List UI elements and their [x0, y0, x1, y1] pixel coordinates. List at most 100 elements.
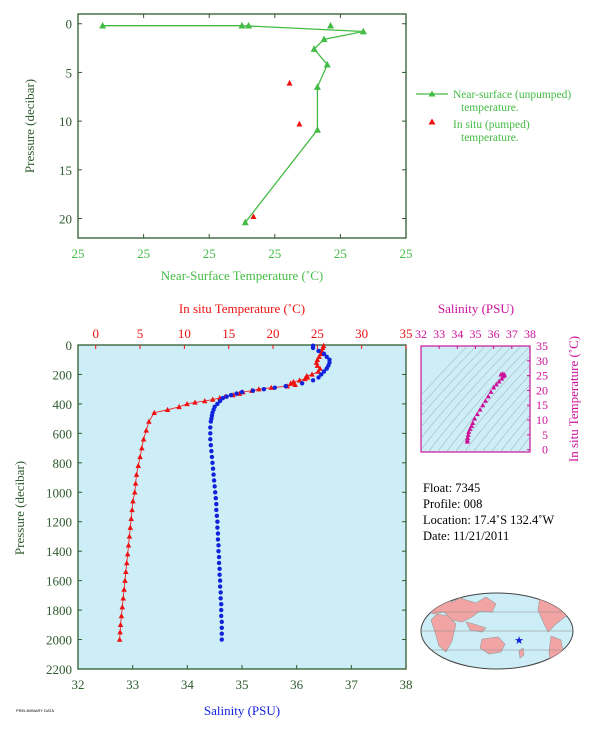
map-africa — [430, 613, 457, 653]
temperature-point — [135, 462, 142, 468]
near-surface-point — [359, 27, 367, 35]
ts-point — [482, 398, 488, 403]
density-contour — [421, 346, 477, 407]
in-situ-point — [250, 213, 257, 220]
temperature-point — [128, 515, 134, 522]
salinity-tick-label: 33 — [126, 677, 139, 692]
float-location-marker: ★ — [514, 635, 524, 647]
ts-x-tick-label: 35 — [470, 327, 482, 341]
ts-point — [498, 371, 504, 377]
float-id-text: Float: 7345 — [423, 481, 481, 495]
top-legend: Near-surface (unpumped) temperature. In … — [416, 89, 571, 144]
ts-y-tick-label: 5 — [542, 428, 548, 442]
map-south-america — [548, 635, 564, 667]
temperature-point — [132, 480, 139, 486]
temperature-point — [209, 396, 216, 402]
salinity-point — [310, 345, 316, 351]
ts-series-group — [464, 371, 508, 444]
density-contour — [518, 436, 530, 452]
temperature-point — [143, 427, 150, 433]
salinity-point — [219, 619, 224, 625]
ts-point — [491, 384, 497, 390]
density-contour — [421, 346, 486, 417]
salinity-point — [215, 537, 221, 542]
top-axis-ticks: 25 25 25 25 25 25 0 5 10 15 20 — [59, 14, 413, 261]
salinity-point — [218, 596, 223, 601]
salinity-point — [217, 572, 222, 577]
ts-point — [466, 429, 472, 434]
temperature-point — [192, 399, 198, 405]
near-surface-point — [327, 21, 335, 29]
ts-point — [488, 389, 494, 394]
temperature-point — [122, 577, 128, 583]
salinity-tick-label: 38 — [400, 677, 413, 692]
salinity-point — [216, 548, 221, 554]
top-x-tick-label: 25 — [334, 246, 347, 261]
ts-point — [493, 381, 499, 387]
svg-text:temperature.: temperature. — [461, 102, 519, 114]
main-series-group — [116, 342, 332, 642]
temperature-point — [117, 629, 123, 635]
salinity-tick-label: 34 — [181, 677, 195, 692]
near-surface-point — [313, 83, 321, 90]
salinity-point — [321, 351, 327, 357]
top-x-tick-label: 25 — [400, 246, 413, 261]
temperature-point — [314, 362, 321, 368]
salinity-point — [216, 560, 222, 566]
temperature-point — [117, 621, 124, 628]
pressure-tick-label: 2000 — [46, 633, 72, 648]
salinity-point — [209, 448, 214, 454]
salinity-point — [219, 607, 224, 613]
salinity-point — [239, 389, 245, 395]
temperature-point — [164, 406, 171, 413]
salinity-point — [324, 366, 329, 371]
ts-y-tick-label: 15 — [536, 398, 548, 412]
near-surface-point — [238, 21, 246, 29]
salinity-point — [215, 531, 221, 536]
legend-red-triangle — [428, 118, 436, 125]
salinity-point — [219, 602, 224, 607]
near-surface-point — [320, 35, 328, 43]
salinity-point — [228, 392, 234, 398]
salinity-point — [213, 490, 218, 495]
pressure-tick-label: 1600 — [46, 574, 72, 589]
ts-point — [472, 415, 478, 421]
temperature-point — [131, 489, 138, 495]
pressure-tick-label: 1200 — [46, 515, 72, 530]
salinity-point — [316, 375, 321, 380]
salinity-point — [310, 378, 316, 383]
top-series-group — [99, 21, 367, 226]
density-contour — [421, 346, 495, 428]
salinity-point — [212, 484, 217, 489]
temperature-point — [133, 471, 140, 477]
temperature-tick-label: 25 — [311, 326, 324, 341]
top-x-axis-label: Near-Surface Temperature (˚C) — [161, 268, 323, 283]
in-situ-point — [296, 120, 303, 127]
temperature-tick-label: 20 — [267, 326, 280, 341]
in-situ-point — [286, 79, 293, 86]
salinity-point — [215, 401, 220, 407]
temperature-point — [256, 386, 262, 392]
salinity-point — [213, 495, 218, 501]
salinity-point — [219, 631, 224, 636]
salinity-point — [211, 478, 217, 483]
map-indonesia — [465, 621, 487, 633]
temperature-point — [123, 568, 129, 575]
ts-point — [480, 402, 486, 408]
date-text: Date: 11/21/2011 — [423, 529, 510, 543]
temperature-point — [315, 368, 321, 374]
salinity-point — [217, 566, 222, 572]
salinity-point — [216, 554, 222, 560]
temperature-point — [176, 403, 182, 410]
salinity-point — [321, 369, 327, 374]
salinity-tick-label: 37 — [345, 677, 359, 692]
salinity-point — [210, 466, 216, 471]
temperature-point — [124, 551, 131, 557]
top-y-axis-label: Pressure (decibar) — [22, 79, 37, 173]
top-y-tick-label: 15 — [59, 163, 72, 178]
ts-density-contours — [421, 346, 530, 452]
profile-text: Profile: 008 — [423, 497, 483, 511]
temperature-point — [126, 533, 133, 539]
top-y-tick-label: 5 — [66, 65, 73, 80]
